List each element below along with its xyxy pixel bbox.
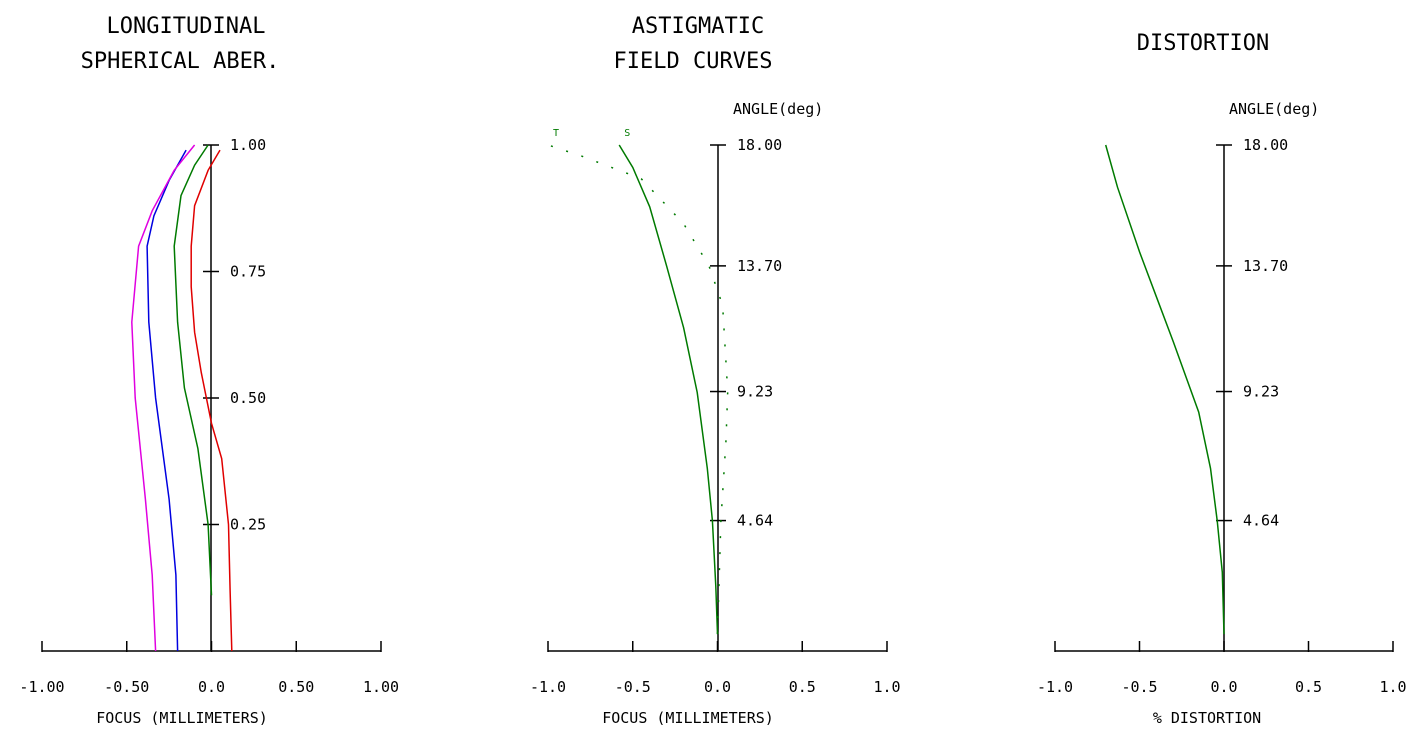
x-tick-label: -1.00 [19, 678, 64, 696]
panel-1-x-label: FOCUS (MILLIMETERS) [96, 709, 268, 727]
y-tick-label: 9.23 [737, 383, 773, 401]
x-tick-label: 0.5 [789, 678, 816, 696]
x-tick-label: 1.00 [363, 678, 399, 696]
panel-distortion: DISTORTION ANGLE(deg) -1.0 -0.5 0.0 0.5 1.0 … [1037, 31, 1407, 727]
panel-2-x-label: FOCUS (MILLIMETERS) [602, 709, 774, 727]
series-line-0 [190, 149, 233, 652]
series-label: T [553, 128, 559, 139]
y-tick-label: 13.70 [1243, 257, 1288, 275]
series-line-s [618, 144, 719, 635]
x-tick-label: -0.5 [615, 678, 651, 696]
y-tick-label: 18.00 [1243, 136, 1288, 154]
panel-3-x-label: % DISTORTION [1153, 709, 1261, 727]
y-tick-label: 4.64 [1243, 512, 1279, 530]
panel-3-x-ticks: -1.0 -0.5 0.0 0.5 1.0 [1037, 641, 1407, 696]
series-line-0 [1104, 144, 1225, 635]
x-tick-label: -1.0 [1037, 678, 1073, 696]
panel-2-x-ticks: -1.0 -0.5 0.0 0.5 1.0 [530, 641, 901, 696]
series-line-1 [173, 144, 213, 596]
series-line-3 [131, 144, 196, 652]
panel-3-y-axis-title: ANGLE(deg) [1229, 100, 1319, 118]
y-tick-label: 18.00 [737, 136, 782, 154]
x-tick-label: 0.0 [198, 678, 225, 696]
y-tick-label: 9.23 [1243, 383, 1279, 401]
panel-1-series [131, 144, 233, 652]
y-tick-label: 0.25 [230, 516, 266, 534]
series-line-t [547, 144, 729, 635]
x-tick-label: 0.5 [1295, 678, 1322, 696]
panel-2-title-line-2: FIELD CURVES [614, 49, 773, 74]
panel-2-title-line-1: ASTIGMATIC [632, 14, 764, 39]
panel-2-y-axis-title: ANGLE(deg) [733, 100, 823, 118]
panel-1-y-ticks: 1.00 0.75 0.50 0.25 [203, 136, 266, 534]
panel-2-y-ticks: 18.00 13.70 9.23 4.64 [710, 136, 782, 530]
x-tick-label: -1.0 [530, 678, 566, 696]
x-tick-label: -0.5 [1121, 678, 1157, 696]
panel-2-series: ST [547, 128, 729, 635]
y-tick-label: 0.75 [230, 263, 266, 281]
x-tick-label: 0.0 [704, 678, 731, 696]
panel-1-title-line-1: LONGITUDINAL [107, 14, 266, 39]
panel-field-curves: ASTIGMATIC FIELD CURVES ANGLE(deg) -1.0-… [530, 14, 901, 727]
panel-spherical-aberration: LONGITUDINAL SPHERICAL ABER. -1.00 -0.50 0… [19, 14, 399, 727]
panel-3-title: DISTORTION [1137, 31, 1269, 56]
x-tick-label: 0.50 [278, 678, 314, 696]
panel-1-title-line-2: SPHERICAL ABER. [81, 49, 280, 74]
panel-3-series [1104, 144, 1225, 635]
series-label: S [624, 128, 630, 139]
x-tick-label: 1.0 [873, 678, 900, 696]
x-tick-label: -0.50 [104, 678, 149, 696]
y-tick-label: 13.70 [737, 257, 782, 275]
series-line-2 [146, 149, 187, 652]
y-tick-label: 1.00 [230, 136, 266, 154]
y-tick-label: 0.50 [230, 389, 266, 407]
x-tick-label: 0.0 [1210, 678, 1237, 696]
panel-1-x-ticks: -1.00 -0.50 0.0 0.50 1.00 [19, 641, 399, 696]
x-tick-label: 1.0 [1379, 678, 1406, 696]
panel-3-y-ticks: 18.00 13.70 9.23 4.64 [1216, 136, 1288, 530]
y-tick-label: 4.64 [737, 512, 773, 530]
